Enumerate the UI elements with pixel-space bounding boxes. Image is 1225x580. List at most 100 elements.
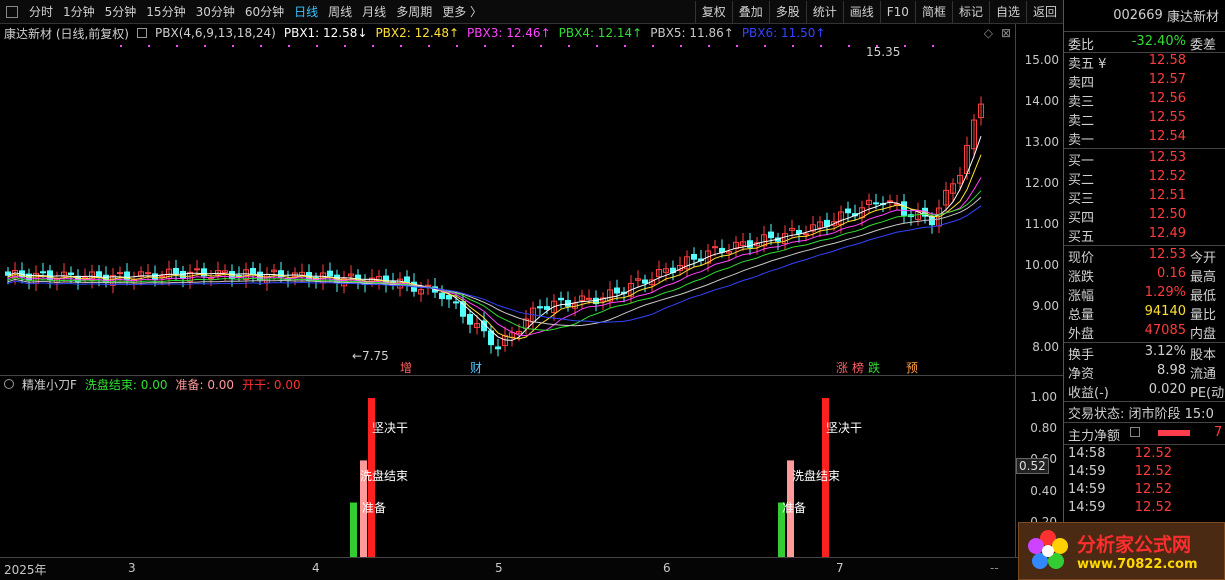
timeframe-30min[interactable]: 30分钟 (195, 5, 235, 19)
signal-dot (456, 45, 458, 47)
buy2-price: 12.52 (1148, 169, 1186, 184)
signal-bar (787, 460, 794, 557)
signal-dot (120, 45, 122, 47)
overlay-button[interactable]: 叠加 (731, 0, 769, 23)
candle-body (586, 297, 592, 300)
signal-dot (568, 45, 570, 47)
multi-stock-button[interactable]: 多股 (768, 0, 806, 23)
signal-dot (232, 45, 234, 47)
trade-status: 交易状态: 闭市阶段 15:0 (1068, 407, 1214, 422)
buy2-label: 买二 (1068, 173, 1095, 188)
indicator-settings-icon[interactable] (137, 28, 147, 38)
candle-body (68, 272, 74, 276)
back-button[interactable]: 返回 (1025, 0, 1063, 23)
simple-frame-button[interactable]: 简框 (914, 0, 952, 23)
candle-body (460, 301, 466, 317)
signal-label: 坚决干 (372, 421, 408, 435)
price-tick: 15.00 (1024, 53, 1059, 67)
close-icon[interactable]: ⊠ (1000, 26, 1011, 40)
buy-row[interactable]: 买一 12.53 (1068, 150, 1225, 169)
mark-button[interactable]: 标记 (951, 0, 989, 23)
sell-row[interactable]: 卖一 12.54 (1068, 129, 1225, 148)
buy-row[interactable]: 买三 12.51 (1068, 188, 1225, 207)
buy-row[interactable]: 买四 12.50 (1068, 207, 1225, 226)
separator (1064, 444, 1225, 445)
timeframe-daily[interactable]: 日线 (294, 5, 319, 19)
month-label: 4 (312, 561, 320, 575)
candle-body (873, 202, 879, 205)
candle-body (439, 292, 445, 300)
f10-button[interactable]: F10 (879, 0, 915, 23)
scroll-button[interactable]: -- (990, 561, 999, 575)
weibi-label: 委比 (1068, 38, 1095, 53)
stock-title: 康达新材 (日线,前复权) (4, 26, 129, 41)
pbx4-value: PBX4: 12.14↑ (558, 26, 643, 40)
event-tag: 跌 (868, 360, 880, 375)
main-flow-value: 7 (1214, 425, 1223, 440)
candle-body (607, 289, 613, 302)
buy1-label: 买一 (1068, 154, 1095, 169)
tick-row: 14:59 12.52 (1068, 464, 1225, 482)
timeframe-60min[interactable]: 60分钟 (244, 5, 285, 19)
sell-row[interactable]: 卖二 12.55 (1068, 110, 1225, 129)
candle-body (761, 234, 767, 247)
sell-row[interactable]: 卖三 12.56 (1068, 91, 1225, 110)
list-icon[interactable] (1130, 427, 1140, 437)
sub-indicator-icon[interactable] (4, 379, 14, 389)
candle-body (348, 273, 354, 277)
sell2-price: 12.55 (1148, 110, 1186, 125)
timeframe-1min[interactable]: 1分钟 (63, 5, 95, 19)
buy-row[interactable]: 买二 12.52 (1068, 169, 1225, 188)
month-label: 7 (836, 561, 844, 575)
timeframe-multi[interactable]: 多周期 (396, 5, 433, 19)
candle-body (796, 230, 802, 235)
draw-line-button[interactable]: 画线 (842, 0, 880, 23)
pbx3-value: PBX3: 12.46↑ (467, 26, 551, 40)
candle-body (831, 221, 837, 226)
diamond-icon[interactable]: ◇ (983, 26, 993, 40)
main-flow-row[interactable]: 主力净额 7 (1068, 425, 1225, 444)
sell1-label: 卖一 (1068, 133, 1095, 148)
pane-divider[interactable] (0, 375, 1063, 376)
timeframe-15min[interactable]: 15分钟 (146, 5, 186, 19)
candle-body (516, 330, 522, 334)
restore-rights-button[interactable]: 复权 (694, 0, 732, 23)
tick-row: 14:58 12.52 (1068, 446, 1225, 464)
candle-body (691, 254, 697, 260)
signal-dot (148, 45, 150, 47)
timeframe-monthly[interactable]: 月线 (362, 5, 387, 19)
sub-indicator-name: 精准小刀F (22, 377, 77, 392)
candle-body (747, 240, 753, 248)
candle-body (117, 272, 123, 275)
event-tag: 涨 (836, 360, 848, 375)
event-tag: 预 (906, 361, 918, 375)
signal-dot (260, 45, 262, 47)
sell-row[interactable]: 卖四 12.57 (1068, 72, 1225, 91)
separator (1064, 245, 1225, 246)
buy-row[interactable]: 买五 12.49 (1068, 226, 1225, 245)
menu-icon[interactable] (6, 5, 18, 18)
signal-dot (624, 45, 626, 47)
candle-body (845, 208, 851, 214)
timeframe-weekly[interactable]: 周线 (328, 5, 353, 19)
candle-body (635, 278, 641, 281)
candlestick-chart[interactable]: 15.35 ←7.75 增 财 涨榜跌 预 (0, 42, 1015, 375)
candle-body (950, 183, 956, 194)
timeframe-fenshi[interactable]: 分时 (29, 5, 54, 19)
tick-time: 14:59 (1068, 464, 1106, 479)
washout-value: 洗盘结束: 0.00 (84, 377, 168, 392)
candle-body (446, 295, 452, 300)
pbx2-value: PBX2: 12.48↑ (375, 26, 460, 40)
signal-dot (876, 45, 878, 47)
candle-body (201, 268, 207, 277)
timeframe-more[interactable]: 更多 〉 (442, 5, 483, 19)
event-tag: 增 (400, 361, 412, 375)
candle-body (901, 201, 907, 216)
sell-row[interactable]: 卖五 ¥ 12.58 (1068, 53, 1225, 72)
watchlist-button[interactable]: 自选 (988, 0, 1026, 23)
candle-body (495, 346, 501, 350)
candle-body (782, 233, 788, 244)
statistics-button[interactable]: 统计 (805, 0, 843, 23)
timeframe-5min[interactable]: 5分钟 (104, 5, 137, 19)
